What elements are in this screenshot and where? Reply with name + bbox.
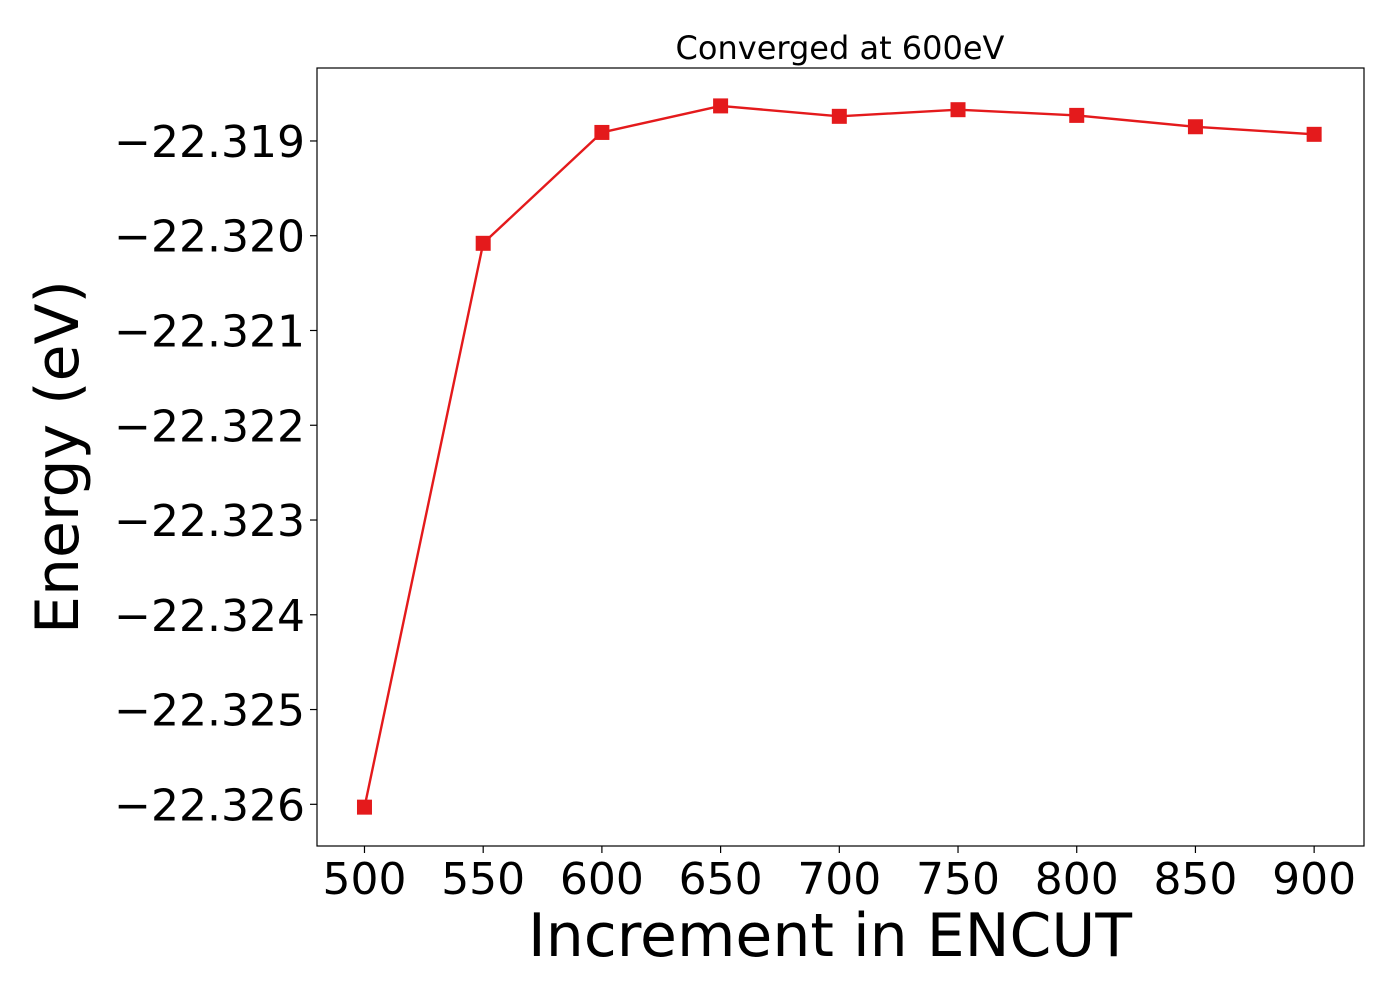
x-tick-label: 650 xyxy=(679,854,763,905)
chart-title: Converged at 600eV xyxy=(676,29,1005,67)
y-tick-label: −22.325 xyxy=(114,686,305,737)
series-layer xyxy=(356,98,1322,815)
data-point-marker xyxy=(356,799,372,815)
y-tick-label: −22.319 xyxy=(114,117,305,168)
y-tick-label: −22.321 xyxy=(114,306,305,357)
y-tick-label: −22.323 xyxy=(114,496,305,547)
y-axis-title: Energy (eV) xyxy=(23,280,93,634)
data-point-marker xyxy=(1187,119,1203,135)
data-point-marker xyxy=(1306,126,1322,142)
x-tick-label: 700 xyxy=(797,854,881,905)
data-point-marker xyxy=(594,124,610,140)
y-tick-label: −22.324 xyxy=(114,591,305,642)
data-point-marker xyxy=(831,108,847,124)
x-tick-label: 550 xyxy=(441,854,525,905)
y-tick-label: −22.322 xyxy=(114,401,305,452)
y-tick-label: −22.326 xyxy=(114,780,305,831)
x-tick-label: 850 xyxy=(1153,854,1237,905)
data-point-marker xyxy=(713,98,729,114)
x-tick-label: 600 xyxy=(560,854,644,905)
x-tick-label: 750 xyxy=(916,854,1000,905)
x-tick-label: 900 xyxy=(1272,854,1356,905)
data-point-marker xyxy=(1069,107,1085,123)
series-line xyxy=(363,104,1315,808)
data-point-marker xyxy=(950,102,966,118)
x-axis-title: Increment in ENCUT xyxy=(528,901,1132,971)
y-tick-label: −22.320 xyxy=(114,212,305,263)
x-tick-label: 800 xyxy=(1035,854,1119,905)
x-axis-ticks: 500 550 600 650 700 750 800 850 900 xyxy=(322,846,1356,905)
data-point-marker xyxy=(475,235,491,251)
plot-area-frame xyxy=(316,67,1365,847)
y-axis-ticks: −22.326 −22.325 −22.324 −22.323 −22.322 −22.3… xyxy=(114,117,317,831)
x-tick-label: 500 xyxy=(322,854,406,905)
